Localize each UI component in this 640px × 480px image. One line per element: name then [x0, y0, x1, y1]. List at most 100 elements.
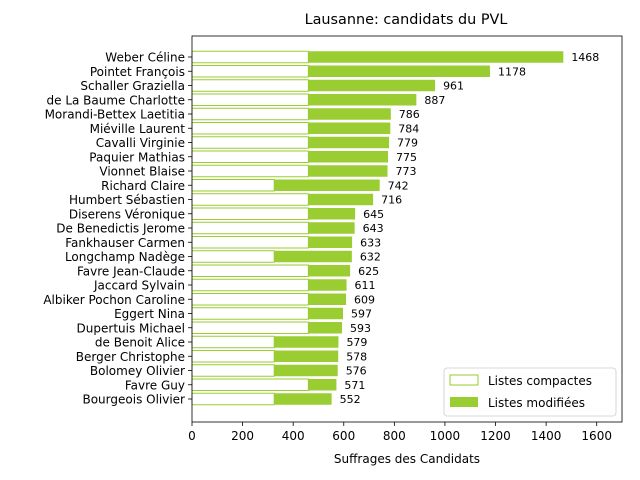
bar-modifiees	[308, 279, 347, 291]
bar-compactes	[191, 293, 309, 306]
bar-total-label: 645	[363, 208, 384, 221]
y-tick-label: Dupertuis Michael	[77, 321, 185, 335]
bar-modifiees	[308, 307, 344, 320]
bar-modifiees	[308, 208, 356, 220]
x-axis-label: Suffrages des Candidats	[334, 452, 480, 466]
bar-modifiees	[308, 136, 390, 149]
y-tick-label: Fankhauser Carmen	[65, 236, 185, 250]
y-tick-label: Miéville Laurent	[90, 122, 186, 136]
bar-compactes	[191, 350, 275, 363]
y-tick-label: Vionnet Blaise	[99, 165, 185, 179]
y-tick-label: Eggert Nina	[114, 307, 185, 321]
bar-compactes	[191, 321, 309, 334]
bar-modifiees	[308, 122, 391, 134]
bar-compactes	[191, 122, 309, 135]
bar-total-label: 742	[388, 179, 409, 192]
bar-compactes	[191, 335, 275, 349]
y-tick-label: Pointet François	[90, 65, 185, 79]
bar-total-label: 775	[396, 151, 417, 164]
y-tick-label: Schaller Graziella	[80, 79, 185, 93]
bar-modifiees	[308, 322, 342, 334]
bar-modifiees	[308, 79, 436, 92]
bar-compactes	[191, 221, 309, 235]
y-tick-label: Paquier Mathias	[89, 150, 185, 164]
bar-modifiees	[308, 222, 355, 234]
bar-modifiees	[274, 179, 380, 191]
bar-total-label: 625	[358, 265, 379, 278]
chart-title: Lausanne: candidats du PVL	[305, 12, 508, 28]
bar-compactes	[191, 193, 309, 206]
bar-compactes	[191, 65, 309, 78]
y-tick-label: Longchamp Nadège	[65, 250, 185, 264]
y-tick-label: Richard Claire	[101, 179, 185, 193]
bar-compactes	[191, 150, 309, 163]
bar-compactes	[191, 93, 309, 106]
bar-modifiees	[308, 151, 389, 163]
bar-total-label: 773	[396, 165, 417, 178]
bar-compactes	[191, 236, 309, 249]
bar-modifiees	[274, 250, 352, 263]
y-tick-label: Favre Guy	[125, 378, 185, 392]
bar-total-label: 716	[381, 194, 402, 207]
y-tick-label: Albiker Pochon Caroline	[43, 293, 185, 307]
bar-modifiees	[308, 51, 564, 63]
bar-compactes	[191, 307, 309, 320]
y-tick-label: de Benoit Alice	[95, 336, 185, 350]
bar-total-label: 597	[351, 308, 372, 321]
bar-modifiees	[308, 379, 337, 391]
bar-total-label: 633	[360, 236, 381, 249]
y-tick-label: Weber Céline	[105, 51, 185, 65]
bar-compactes	[191, 107, 309, 121]
y-tick-label: De Benedictis Jerome	[56, 222, 185, 236]
bar-total-label: 961	[443, 80, 464, 93]
x-tick-label: 1600	[581, 429, 612, 443]
x-tick-label: 1000	[430, 429, 461, 443]
y-tick-label: Berger Christophe	[76, 350, 185, 364]
plot-frame	[191, 35, 623, 423]
bar-total-label: 609	[354, 293, 375, 306]
bar-total-label: 1178	[498, 65, 526, 78]
bar-modifiees	[274, 393, 332, 405]
bar-compactes	[191, 136, 309, 149]
legend: Listes compactes Listes modifiées	[443, 367, 617, 417]
bar-total-label: 579	[346, 336, 367, 349]
bar-modifiees	[308, 94, 417, 106]
bar-compactes	[191, 392, 275, 406]
bar-modifiees	[274, 336, 339, 348]
y-tick-label: Morandi-Bettex Laetitia	[45, 108, 185, 122]
bar-total-label: 552	[340, 393, 361, 406]
x-tick-label: 200	[231, 429, 254, 443]
y-tick-label: Favre Jean-Claude	[77, 264, 185, 278]
x-axis: 0 200 400 600 800 1000 1200 1400 1600	[188, 422, 612, 443]
bar-compactes	[191, 207, 309, 220]
legend-label-compactes: Listes compactes	[488, 374, 592, 388]
bar-compactes	[191, 278, 309, 292]
bar-total-label: 784	[398, 122, 419, 135]
bar-modifiees	[274, 364, 338, 377]
bar-modifiees	[308, 265, 351, 277]
y-tick-label: Jaccard Sylvain	[93, 279, 185, 293]
bar-total-label: 611	[355, 279, 376, 292]
y-tick-label: de La Baume Charlotte	[47, 93, 186, 107]
bar-modifiees	[308, 108, 391, 120]
bar-modifiees	[308, 293, 347, 305]
x-tick-label: 1200	[480, 429, 511, 443]
y-tick-label: Bolomey Olivier	[90, 364, 185, 378]
bar-compactes	[191, 50, 309, 64]
bar-modifiees	[308, 236, 353, 248]
y-tick-label: Bourgeois Olivier	[82, 393, 185, 407]
bar-total-label: 1468	[571, 51, 599, 64]
bar-total-label: 576	[346, 365, 367, 378]
bar-modifiees	[308, 193, 374, 206]
bar-compactes	[191, 164, 309, 178]
y-tick-label: Diserens Véronique	[69, 207, 185, 221]
bar-total-label: 786	[399, 108, 420, 121]
x-tick-label: 400	[282, 429, 305, 443]
legend-label-modifiees: Listes modifiées	[488, 396, 585, 410]
x-tick-label: 600	[332, 429, 355, 443]
bar-compactes	[191, 364, 275, 377]
bar-total-label: 632	[360, 251, 381, 264]
